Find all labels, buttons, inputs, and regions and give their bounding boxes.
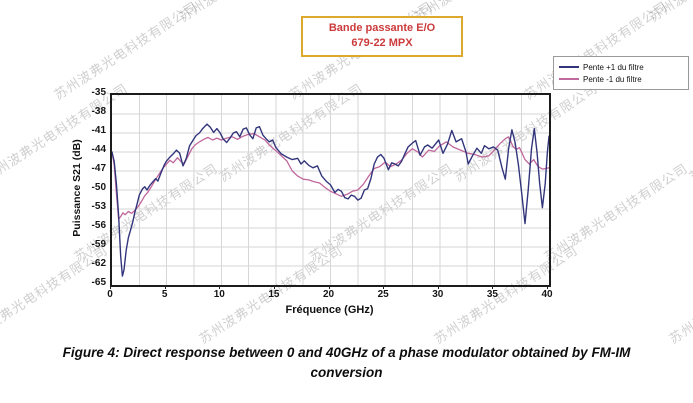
x-tick-label: 40 <box>541 289 553 300</box>
legend-label-pente-plus-1: Pente +1 du filtre <box>583 62 644 72</box>
x-tick-label: 15 <box>268 289 280 300</box>
x-axis-title: Fréquence (GHz) <box>285 304 374 316</box>
legend-item-pente-minus-1: Pente -1 du filtre <box>559 73 683 85</box>
watermark-text: 苏州波弗光电科技有限公司 <box>666 242 693 347</box>
y-tick-label: -41 <box>91 125 106 136</box>
y-tick-label: -53 <box>91 201 106 212</box>
watermark-text: 苏州波弗光电科技有限公司 <box>541 160 691 265</box>
y-tick-label: -38 <box>91 106 106 117</box>
legend-line-swatch-pente-minus-1 <box>559 78 579 80</box>
watermark-text: 苏州波弗光电科技有限公司 <box>645 0 693 25</box>
legend-label-pente-minus-1: Pente -1 du filtre <box>583 74 642 84</box>
y-tick-label: -62 <box>91 258 106 269</box>
x-tick-mark <box>383 285 385 289</box>
plot-area <box>110 93 551 287</box>
y-tick-label: -47 <box>91 163 106 174</box>
x-tick-label: 10 <box>213 289 225 300</box>
x-tick-label: 5 <box>161 289 168 300</box>
x-tick-label: 35 <box>486 289 498 300</box>
series-line-pente-1-du-filtre <box>112 123 549 277</box>
x-tick-mark <box>164 285 166 289</box>
y-tick-label: -44 <box>91 144 106 155</box>
x-tick-label: 30 <box>432 289 444 300</box>
x-tick-mark <box>110 285 111 289</box>
y-tick-label: -35 <box>91 87 106 98</box>
legend: Pente +1 du filtre Pente -1 du filtre <box>553 56 689 90</box>
x-tick-label: 0 <box>107 289 113 300</box>
x-tick-mark <box>273 285 275 289</box>
x-tick-label: 20 <box>322 289 335 300</box>
y-tick-label: -65 <box>91 277 106 288</box>
x-tick-mark <box>492 285 494 289</box>
y-tick-label: -50 <box>91 182 106 193</box>
figure-caption: Figure 4: Direct response between 0 and … <box>62 345 631 380</box>
y-tick-label: -56 <box>91 220 106 231</box>
y-tick-label: -59 <box>91 239 106 250</box>
chart-title-line2: 679-22 MPX <box>351 36 413 49</box>
legend-line-swatch-pente-plus-1 <box>559 66 579 68</box>
x-tick-mark <box>328 285 330 289</box>
x-tick-mark <box>219 285 221 289</box>
chart-title-line1: Bande passante E/O <box>328 22 436 34</box>
watermark-text: 苏州波弗光电科技有限公司 <box>0 0 91 25</box>
watermark-text: 苏州波弗光电科技有限公司 <box>686 80 693 185</box>
x-tick-label: 25 <box>377 289 389 300</box>
x-tick-mark <box>547 285 548 289</box>
series-line-pente-1-du-filtre <box>112 132 549 220</box>
x-tick-mark <box>437 285 439 289</box>
legend-item-pente-plus-1: Pente +1 du filtre <box>559 61 683 73</box>
chart-title-box: Bande passante E/O 679-22 MPX <box>301 16 463 57</box>
chart-canvas <box>112 95 549 285</box>
